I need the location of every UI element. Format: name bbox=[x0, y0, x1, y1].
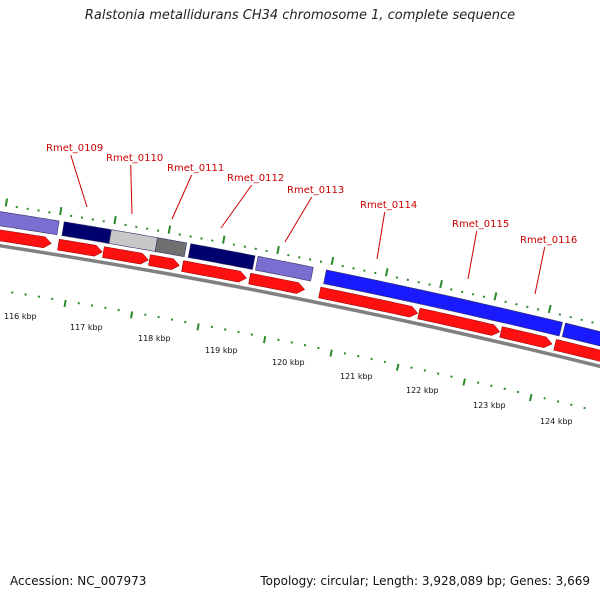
backbone-line bbox=[0, 244, 600, 369]
feature-block bbox=[561, 322, 600, 347]
tick-mark bbox=[130, 311, 134, 319]
tick-mark bbox=[439, 279, 443, 289]
feature-block bbox=[187, 243, 256, 270]
tick-mark bbox=[528, 393, 533, 402]
map-title: Ralstonia metallidurans CH34 chromosome … bbox=[84, 8, 516, 23]
feature-block bbox=[255, 255, 314, 282]
inner-tick-ring bbox=[0, 289, 586, 410]
leader-line bbox=[467, 230, 478, 280]
tick-mark bbox=[262, 336, 267, 344]
tick-mark bbox=[395, 363, 400, 371]
feature-block bbox=[108, 229, 158, 252]
feature-track bbox=[0, 211, 600, 347]
label-leaders bbox=[70, 154, 546, 295]
cds-arrow bbox=[0, 229, 52, 249]
tick-mark bbox=[384, 268, 389, 277]
feature-block bbox=[61, 221, 112, 244]
kbp-label: 119 kbp bbox=[205, 346, 238, 355]
gene-label[interactable]: Rmet_0115 bbox=[452, 219, 509, 230]
genome-summary-text: Topology: circular; Length: 3,928,089 bp… bbox=[260, 574, 590, 588]
tick-mark bbox=[113, 216, 117, 225]
cds-arrow bbox=[148, 254, 180, 270]
gene-label-group: Rmet_0109Rmet_0110Rmet_0111Rmet_0112Rmet… bbox=[46, 143, 577, 246]
feature-block bbox=[0, 211, 60, 236]
tick-mark bbox=[4, 198, 8, 207]
gene-label[interactable]: Rmet_0110 bbox=[106, 153, 163, 164]
leader-line bbox=[130, 164, 133, 215]
cds-arrow bbox=[57, 238, 103, 257]
kbp-label: 121 kbp bbox=[340, 372, 373, 381]
tick-mark bbox=[462, 378, 466, 386]
tick-mark bbox=[276, 245, 280, 255]
cds-arrow bbox=[102, 246, 149, 265]
tick-mark bbox=[167, 225, 172, 234]
feature-block bbox=[154, 237, 188, 258]
cds-arrow bbox=[417, 307, 501, 336]
gene-label[interactable]: Rmet_0109 bbox=[46, 143, 103, 154]
leader-line bbox=[220, 184, 253, 229]
leader-line bbox=[376, 211, 386, 260]
kbp-label: 123 kbp bbox=[473, 401, 506, 410]
kbp-label: 116 kbp bbox=[4, 312, 37, 321]
cds-arrow bbox=[318, 286, 419, 318]
cds-arrow bbox=[181, 260, 248, 283]
tick-mark bbox=[196, 323, 200, 331]
tick-mark bbox=[330, 256, 335, 266]
gene-label[interactable]: Rmet_0111 bbox=[167, 163, 224, 174]
kbp-label: 118 kbp bbox=[138, 334, 171, 343]
accession-text: Accession: NC_007973 bbox=[10, 574, 147, 588]
tick-mark bbox=[329, 349, 333, 357]
leader-line bbox=[534, 246, 546, 295]
leader-line bbox=[70, 154, 88, 208]
chromosome-backbone bbox=[0, 244, 600, 369]
tick-mark bbox=[59, 206, 63, 216]
outer-tick-ring bbox=[4, 198, 594, 324]
gene-label[interactable]: Rmet_0112 bbox=[227, 173, 284, 184]
kbp-label: 124 kbp bbox=[540, 417, 573, 426]
cds-arrow bbox=[553, 339, 600, 362]
cds-track bbox=[0, 229, 600, 362]
tick-mark bbox=[63, 299, 67, 308]
kbp-label: 122 kbp bbox=[406, 386, 439, 395]
kbp-label: 117 kbp bbox=[70, 323, 103, 332]
leader-line bbox=[171, 174, 193, 220]
tick-mark bbox=[222, 235, 226, 244]
tick-mark bbox=[547, 304, 552, 314]
cds-arrow bbox=[499, 326, 553, 348]
cds-arrow bbox=[248, 272, 306, 294]
gene-label[interactable]: Rmet_0113 bbox=[287, 185, 344, 196]
kbp-label-group: 116 kbp 117 kbp 118 kbp 119 kbp 120 kbp 121 k… bbox=[4, 312, 573, 426]
feature-block bbox=[323, 269, 563, 337]
tick-mark bbox=[493, 292, 498, 301]
gene-label[interactable]: Rmet_0116 bbox=[520, 235, 577, 246]
gene-label[interactable]: Rmet_0114 bbox=[360, 200, 417, 211]
leader-line bbox=[284, 196, 313, 243]
kbp-label: 120 kbp bbox=[272, 358, 305, 367]
